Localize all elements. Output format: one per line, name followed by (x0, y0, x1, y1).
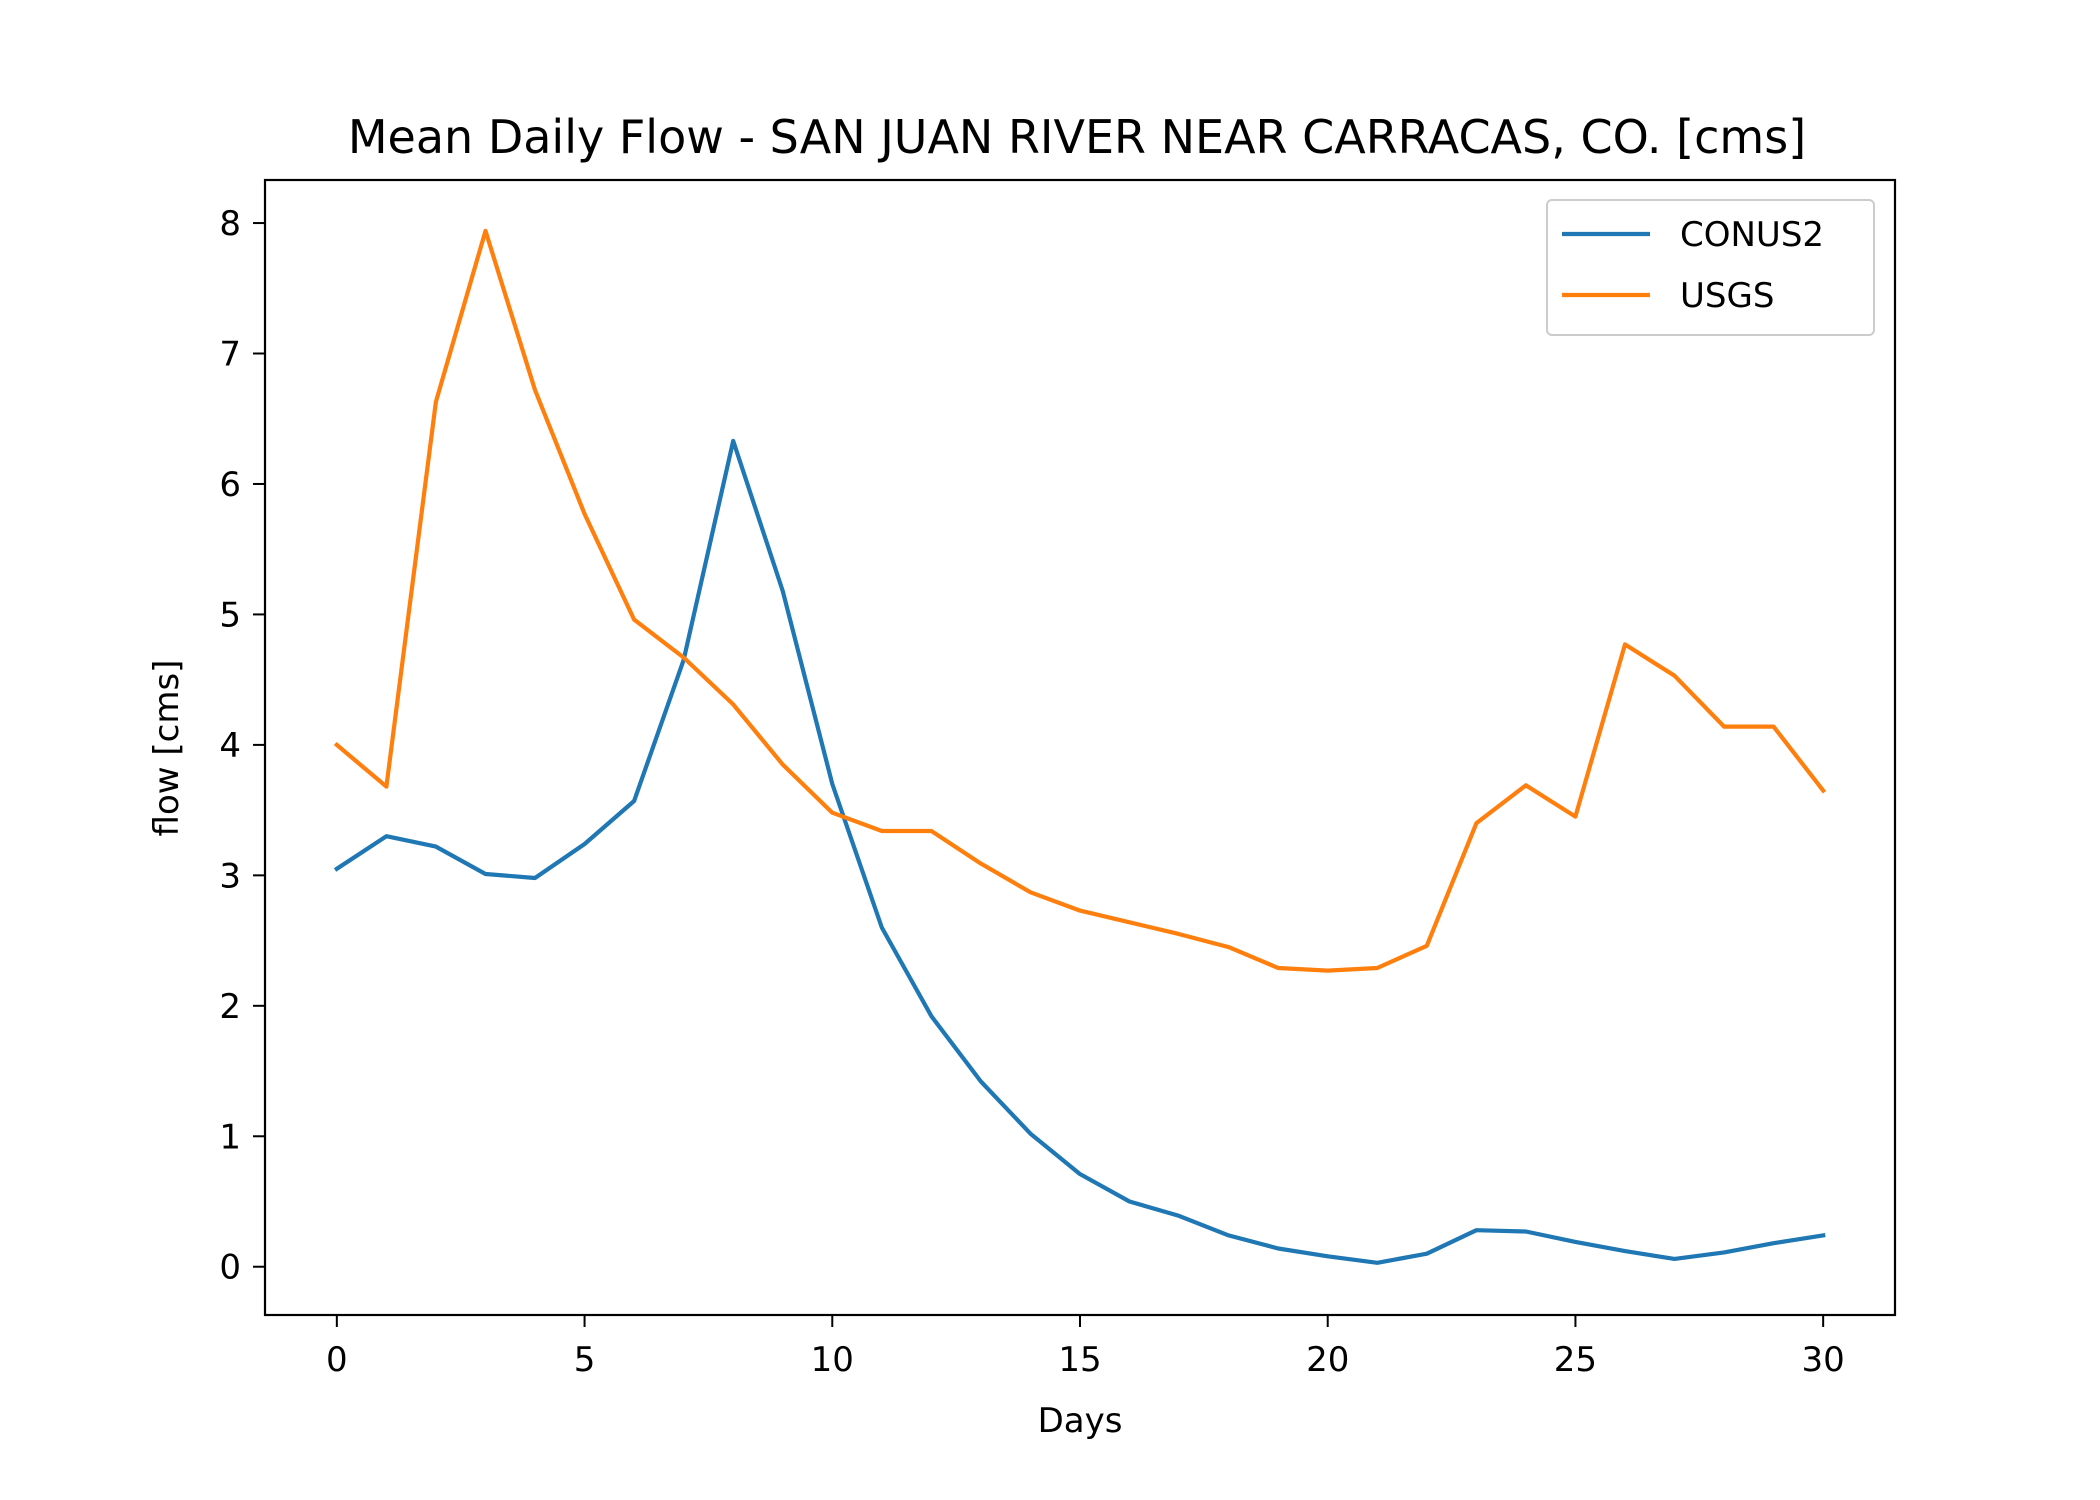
x-axis-label: Days (1038, 1401, 1123, 1441)
y-tick-label: 1 (219, 1117, 241, 1157)
y-tick-label: 6 (219, 465, 241, 505)
x-tick-label: 10 (811, 1340, 854, 1380)
x-tick-label: 25 (1554, 1340, 1597, 1380)
y-tick-label: 0 (219, 1248, 241, 1288)
chart-title: Mean Daily Flow - SAN JUAN RIVER NEAR CA… (348, 110, 1806, 164)
x-axis: 0 5 10 15 20 25 30 (326, 1315, 1845, 1380)
y-tick-label: 7 (219, 335, 241, 375)
y-tick-label: 8 (219, 204, 241, 244)
x-tick-label: 15 (1058, 1340, 1101, 1380)
x-tick-label: 0 (326, 1340, 348, 1380)
y-tick-label: 2 (219, 987, 241, 1027)
series-layer (333, 228, 1827, 1265)
legend: CONUS2 USGS (1546, 199, 1875, 336)
y-tick-label: 4 (219, 726, 241, 766)
legend-label-conus2: CONUS2 (1680, 215, 1824, 255)
y-axis-label: flow [cms] (147, 660, 187, 837)
y-tick-label: 5 (219, 595, 241, 635)
legend-label-usgs: USGS (1680, 276, 1774, 316)
series-line-conus2 (333, 438, 1826, 1265)
y-tick-label: 3 (219, 856, 241, 896)
series-line-usgs (333, 228, 1827, 973)
x-tick-label: 20 (1306, 1340, 1349, 1380)
y-axis: 0 1 2 3 4 5 6 7 8 (219, 204, 265, 1288)
x-tick-label: 5 (574, 1340, 596, 1380)
x-tick-label: 30 (1802, 1340, 1845, 1380)
